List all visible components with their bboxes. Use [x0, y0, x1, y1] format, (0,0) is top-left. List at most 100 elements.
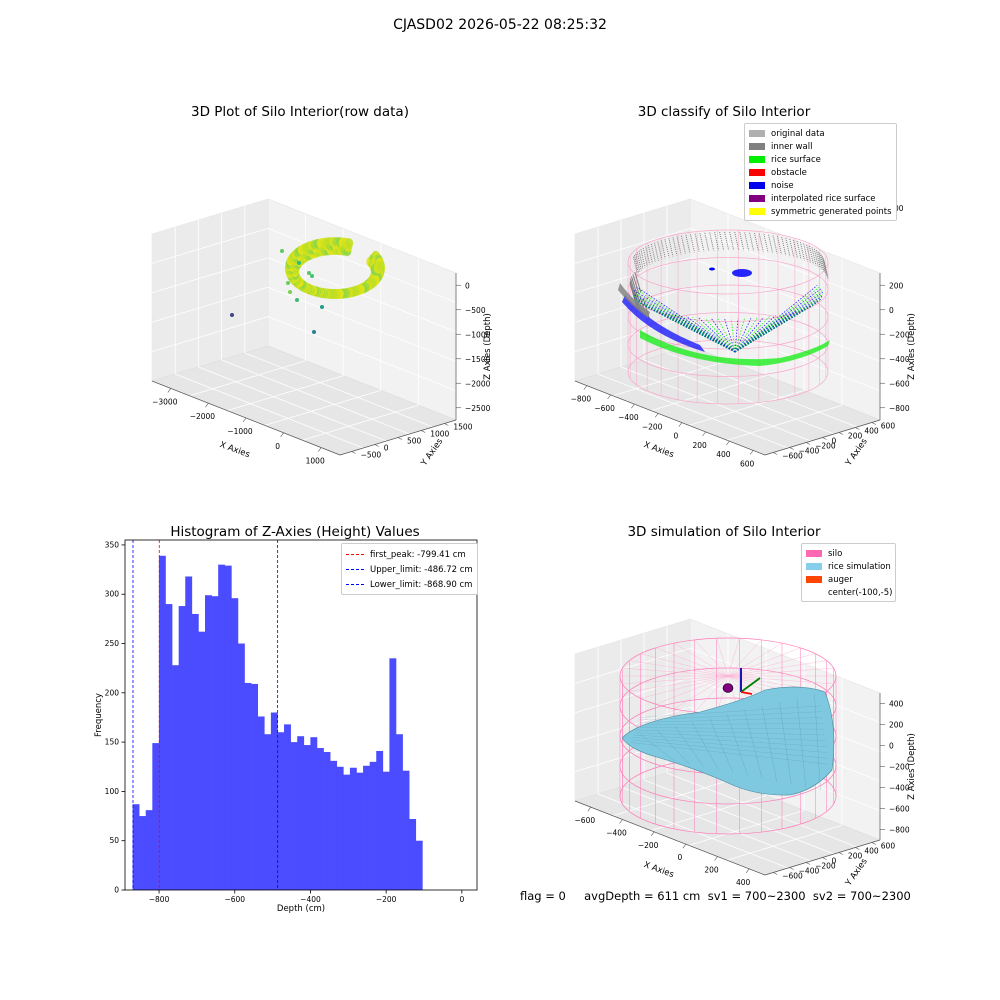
- z-tick-label: −1500: [465, 355, 491, 364]
- histogram-bar: [336, 766, 344, 890]
- legend-label: auger: [828, 574, 853, 585]
- grid-line: [726, 404, 843, 441]
- y-tick-label: 600: [881, 422, 896, 431]
- outlier-point: [307, 271, 311, 275]
- silo-roof-strut: [727, 647, 801, 677]
- histogram-bar: [191, 613, 199, 890]
- legend-label: silo: [828, 548, 843, 559]
- x-tick: [619, 819, 623, 824]
- histogram-bar: [369, 761, 377, 890]
- z-tick-label: −2500: [465, 404, 491, 413]
- histogram-bar: [211, 596, 219, 890]
- y-tick: [374, 444, 379, 447]
- grid-line: [689, 648, 881, 723]
- classified-ray: [730, 318, 736, 353]
- grid-line: [267, 316, 457, 391]
- y-tick: [855, 427, 860, 430]
- x-tick-label: 400: [736, 878, 751, 887]
- x-tick-label: −400: [606, 829, 627, 838]
- noise-cluster: [732, 269, 752, 277]
- y-tick-label: 500: [407, 437, 422, 446]
- x-tick-label: −200: [376, 895, 397, 904]
- classify-legend: original data inner wall rice surface obsta…: [744, 123, 897, 221]
- classified-ray: [717, 318, 736, 353]
- histogram-bar: [257, 716, 265, 890]
- z-tick-label: −800: [889, 826, 910, 835]
- x-axis-label: X Axies: [642, 860, 675, 880]
- histogram-bar: [349, 767, 357, 890]
- grid-line: [597, 373, 789, 449]
- legend-label: symmetric generated points: [771, 206, 892, 217]
- rice-surface-band: [640, 330, 830, 366]
- z-axis-label: Z Axies (Depth): [907, 733, 917, 800]
- plot2-3d-axes: −800−600−400−2000200400600−600−400−20002…: [571, 198, 917, 469]
- x-tick-label: −400: [618, 413, 639, 422]
- inner-wall-points: [631, 276, 638, 297]
- rice-simulation-surface: [621, 686, 835, 796]
- grid-line: [726, 824, 843, 861]
- x-tick-label: 200: [704, 866, 719, 875]
- x-tick-label: 0: [677, 853, 682, 862]
- y-axis-label: Y Axies: [843, 436, 870, 468]
- classified-ray: [734, 318, 739, 353]
- silo-roof-strut: [640, 675, 729, 699]
- histogram-bar: [409, 819, 417, 890]
- legend-item: silo: [806, 547, 890, 560]
- legend-swatch: [749, 156, 765, 163]
- histogram-bar: [152, 743, 160, 890]
- x-tick: [726, 440, 730, 446]
- surface-mesh-line: [639, 705, 821, 718]
- outlier-point: [320, 305, 324, 309]
- legend-label: noise: [771, 180, 794, 191]
- surface-mesh-line: [637, 717, 823, 723]
- y-tick-label: 200: [105, 688, 120, 697]
- y-tick: [805, 862, 811, 865]
- y-tick-label: 0: [832, 857, 837, 866]
- y-tick-label: 1000: [430, 430, 449, 439]
- z-tick-label: 0: [465, 281, 470, 290]
- x-tick-label: −200: [642, 422, 663, 431]
- x-axis-label: X Axies: [218, 440, 251, 460]
- grid-line: [151, 257, 269, 294]
- z-tick-label: −400: [889, 355, 910, 364]
- x-axis-label: X Axies: [642, 440, 675, 460]
- legend-swatch: [749, 130, 765, 137]
- classified-ray: [734, 293, 824, 353]
- grid-line: [151, 228, 269, 264]
- histogram-bar: [330, 760, 338, 890]
- histogram-bar: [284, 724, 291, 890]
- x-tick-label: −200: [638, 841, 659, 850]
- grid-line: [650, 795, 767, 831]
- x-tick: [242, 417, 247, 423]
- y-tick: [773, 452, 778, 455]
- y-axis-label: Y Axies: [843, 856, 870, 888]
- silo-roof-strut: [622, 675, 729, 685]
- plot1-3d-axes: −3000−2000−100001000−5000500100015000−50…: [151, 198, 493, 469]
- legend-label: inner wall: [771, 141, 813, 152]
- legend-item: rice simulation: [806, 560, 891, 573]
- z-axis-label: Z Axies (Depth): [483, 313, 493, 380]
- silo-roof-strut: [622, 667, 729, 677]
- x-tick-label: −600: [575, 816, 596, 825]
- classified-ray: [734, 318, 752, 353]
- histogram-bar: [363, 765, 370, 890]
- grid-line: [612, 360, 729, 397]
- outlier-point: [312, 330, 316, 334]
- x-tick: [678, 422, 683, 427]
- classified-ray: [692, 316, 736, 353]
- x-tick-label: 0: [275, 442, 280, 451]
- silo-roof-strut: [694, 639, 729, 677]
- y-axis-label: Frequency: [94, 693, 104, 737]
- legend-swatch: [806, 550, 822, 557]
- legend-label: original data: [771, 128, 825, 139]
- surface-mesh-line: [630, 742, 830, 765]
- histogram-bar: [231, 598, 239, 890]
- row-data-point: [376, 261, 385, 272]
- y-tick-label: 1500: [453, 423, 472, 432]
- z-tick-label: 0: [889, 306, 894, 315]
- grid-line: [689, 286, 881, 362]
- y-tick: [838, 432, 844, 435]
- x-tick: [280, 432, 284, 437]
- grid-line: [688, 810, 805, 846]
- z-tick-label: −1000: [465, 330, 491, 339]
